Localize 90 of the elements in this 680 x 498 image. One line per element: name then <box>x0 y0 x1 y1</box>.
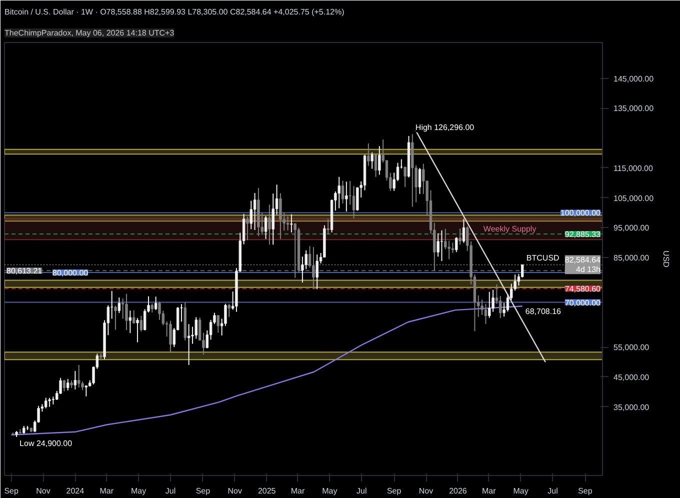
annotation: High 126,296.00 <box>415 123 475 132</box>
candlestick <box>268 204 271 246</box>
candlestick <box>118 297 121 314</box>
x-tick-label: 2026 <box>449 486 468 496</box>
band-label: Weekly Supply <box>483 224 536 234</box>
candlestick <box>136 318 139 343</box>
candlestick <box>279 192 282 240</box>
candlestick <box>169 320 172 352</box>
candlestick <box>132 310 136 324</box>
candlestick <box>140 315 143 332</box>
candlestick <box>326 218 330 234</box>
x-tick-label: Sep <box>4 486 19 496</box>
ref-line-label: 92,885.33 <box>564 230 602 239</box>
x-tick-label: Sep <box>196 486 211 496</box>
annotation: BTCUSD <box>526 254 560 263</box>
ref-line-label: 80,613.21 <box>6 266 43 276</box>
x-tick-label: Jul <box>165 486 176 496</box>
candlestick <box>44 397 48 409</box>
y-tick-label: 115,000.00 <box>614 164 654 173</box>
candlestick <box>484 303 488 325</box>
x-tick-label: May <box>130 486 146 496</box>
candlestick <box>128 310 132 334</box>
x-tick-label: Nov <box>418 486 434 496</box>
ref-line-label: 82,584.64 4d 13h <box>564 255 602 274</box>
candlestick <box>216 314 220 334</box>
y-tick-label: 55,000.00 <box>614 343 650 352</box>
candlestick <box>341 180 344 204</box>
x-tick-label: 2025 <box>258 486 276 496</box>
candlestick <box>345 181 348 212</box>
candlestick <box>418 167 422 194</box>
y-tick-label: 145,000.00 <box>614 74 654 84</box>
y-tick-label: 45,000.00 <box>614 372 650 382</box>
candlestick <box>521 264 524 278</box>
candlestick <box>78 364 80 388</box>
candlestick <box>114 305 117 330</box>
x-tick-label: May <box>322 486 338 496</box>
candlestick <box>367 142 370 166</box>
x-tick-label: 2024 <box>66 486 85 496</box>
candlestick <box>250 200 252 230</box>
ref-line-label: 80,000.00 <box>52 268 89 278</box>
x-tick-label: Sep <box>386 486 402 496</box>
y-tick-label: 135,000.00 <box>614 104 654 114</box>
x-tick-label: Nov <box>36 486 50 496</box>
x-tick-label: Mar <box>290 486 305 496</box>
candlestick <box>228 303 230 318</box>
candlestick <box>499 296 502 319</box>
ref-line-label: 74,580.60 <box>564 284 602 294</box>
candlestick <box>338 176 340 209</box>
ref-line-label: 100,000.00 <box>560 208 602 218</box>
y-axis-title: USD <box>662 250 671 268</box>
candlestick <box>272 193 274 246</box>
annotation: 68,708.16 <box>525 307 562 316</box>
candlestick <box>316 254 318 290</box>
candlestick <box>436 232 440 258</box>
candlestick <box>352 186 356 219</box>
candlestick <box>66 378 70 391</box>
chart-title: Bitcoin / U.S. Dollar · 1W · O78,558.88 H82,599.93 L78,305.00 C82,584.64 +4,025.75 (+5.12%) <box>4 8 345 16</box>
candlestick <box>455 236 458 253</box>
candlestick <box>370 152 374 170</box>
candlestick <box>264 216 268 240</box>
candlestick <box>451 242 454 254</box>
candlestick <box>462 218 466 244</box>
y-tick-label: 95,000.00 <box>614 224 650 233</box>
x-tick-label: Sep <box>578 486 593 496</box>
x-tick-label: Mar <box>482 486 496 496</box>
candlestick <box>52 396 55 405</box>
candlestick <box>290 214 293 233</box>
annotation: Low 24,900.00 <box>20 438 73 448</box>
text: TheChimpParadox, May 06, 2026 14:18 UTC+3 <box>4 28 175 38</box>
candlestick <box>488 291 491 318</box>
candlestick <box>125 293 128 331</box>
candlestick <box>74 370 77 390</box>
candlestick <box>187 324 190 366</box>
ref-line-label: 70,000.00 <box>564 298 602 308</box>
y-tick-label: 35,000.00 <box>614 402 650 412</box>
x-tick-label: Nov <box>228 486 242 496</box>
candlestick <box>374 153 378 178</box>
y-tick-label: 105,000.00 <box>614 194 654 203</box>
y-tick-label: 85,000.00 <box>614 254 650 263</box>
candlestick <box>246 216 249 241</box>
candlestick <box>378 146 381 176</box>
candlestick <box>404 166 406 188</box>
line-series <box>10 306 523 436</box>
candlestick <box>253 192 256 231</box>
candlestick <box>154 296 158 311</box>
x-tick-label: Jul <box>548 486 558 496</box>
x-tick-label: Mar <box>100 486 114 496</box>
candlestick <box>458 228 462 246</box>
x-tick-label: May <box>513 486 528 496</box>
x-tick-label: Jul <box>356 486 367 496</box>
